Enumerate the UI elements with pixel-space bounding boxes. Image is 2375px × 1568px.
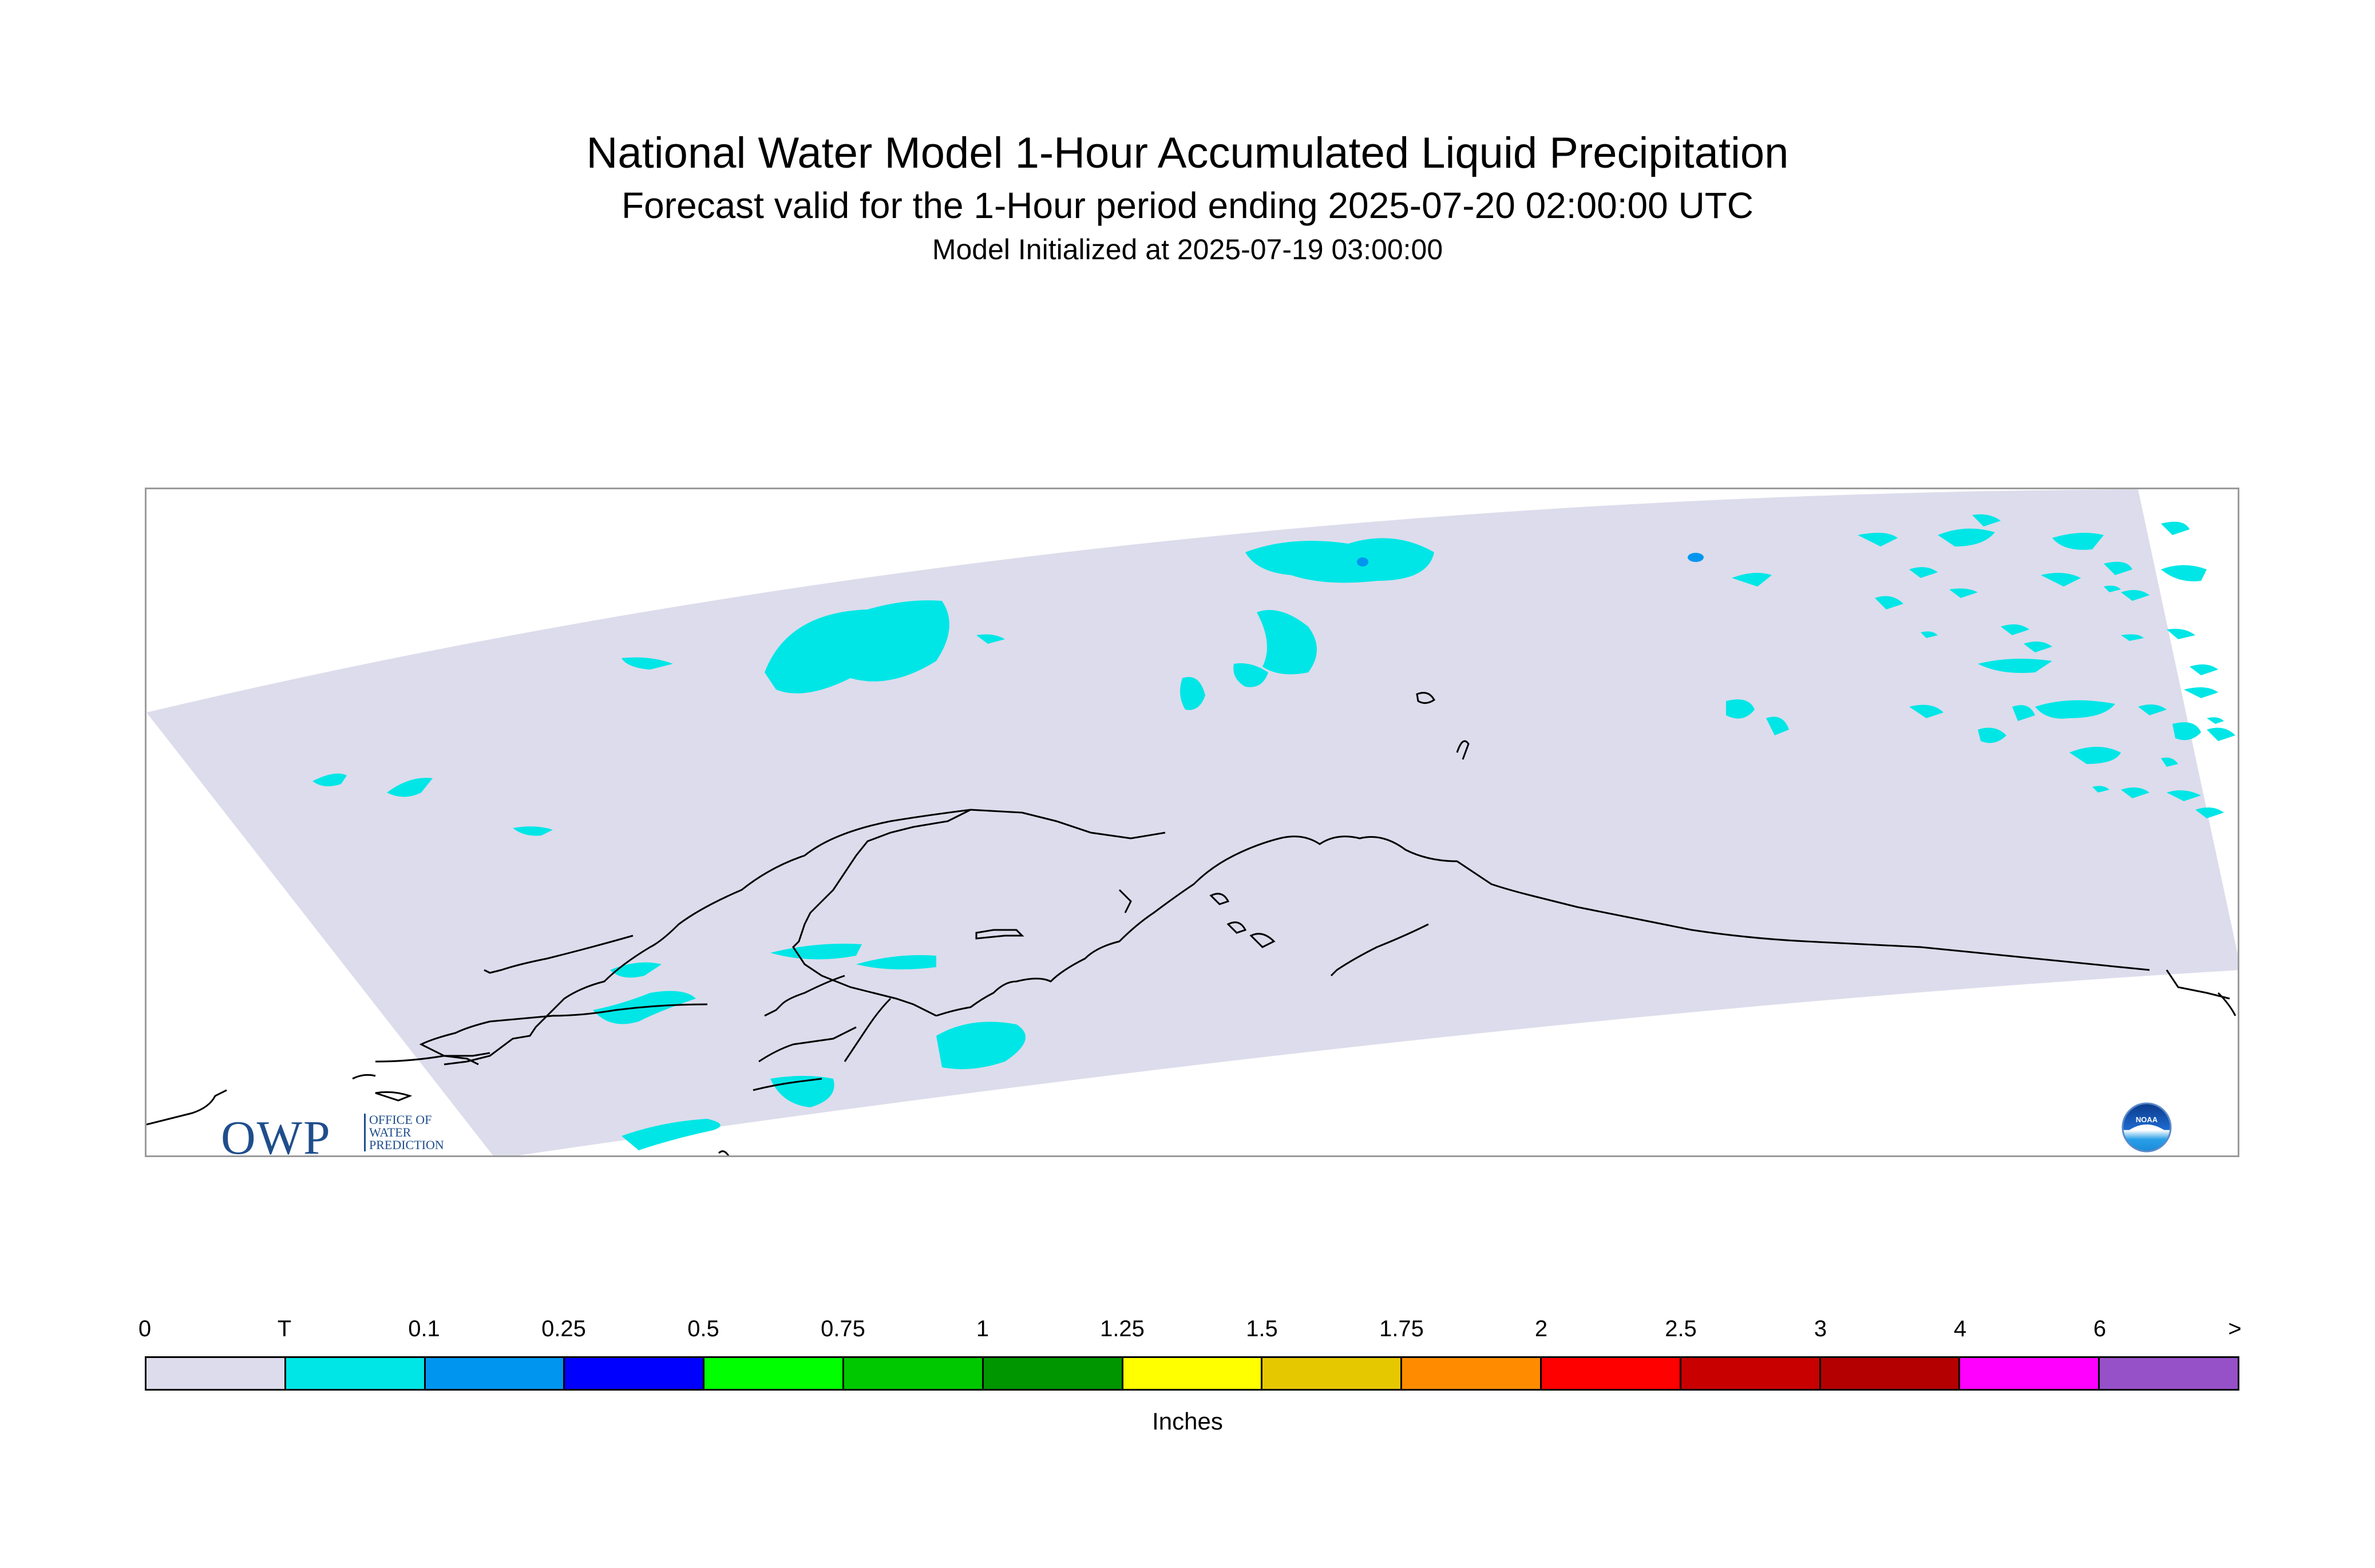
coastlines [147, 692, 2237, 1155]
legend-labels: 0 T 0.1 0.25 0.5 0.75 1 1.25 1.5 1.75 2 … [0, 1316, 2375, 1351]
legend-color-swatch [425, 1358, 565, 1389]
page-title: National Water Model 1-Hour Accumulated … [586, 129, 1789, 177]
legend-label: 6 [2093, 1316, 2107, 1341]
legend-label: 1.25 [1100, 1316, 1145, 1341]
legend-color-swatch [565, 1358, 705, 1389]
legend-label: 1 [976, 1316, 989, 1341]
legend-label: 0.25 [541, 1316, 586, 1341]
legend-units: Inches [1152, 1408, 1223, 1435]
legend-label: 0.1 [408, 1316, 440, 1341]
light-precipitation-areas [1357, 553, 1704, 567]
legend-label: > [2228, 1316, 2242, 1341]
legend-color-swatch [147, 1358, 286, 1389]
legend-color-swatch [1123, 1358, 1263, 1389]
owp-logo: OWP OFFICE OF WATER PREDICTION [221, 1110, 444, 1157]
legend-color-swatch [983, 1358, 1123, 1389]
model-init-line: Model Initialized at 2025-07-19 03:00:00 [932, 233, 1443, 266]
owp-logo-text: OFFICE OF WATER PREDICTION [364, 1114, 444, 1151]
trace-precipitation-areas [312, 514, 2235, 1150]
noaa-logo: NOAA [2121, 1102, 2172, 1153]
legend-label: 0 [138, 1316, 152, 1341]
map-canvas [147, 489, 2238, 1155]
title-block: National Water Model 1-Hour Accumulated … [0, 126, 2375, 269]
owp-logo-mark: OWP [221, 1111, 331, 1157]
legend-color-swatch [1262, 1358, 1403, 1389]
legend-label: T [277, 1316, 292, 1341]
legend-label: 0.5 [687, 1316, 719, 1341]
model-domain-area [147, 489, 2238, 1155]
legend-color-swatch [1960, 1358, 2100, 1389]
legend-color-swatch [1681, 1358, 1821, 1389]
color-scale-bar [145, 1356, 2239, 1391]
legend-color-swatch [844, 1358, 984, 1389]
precipitation-map: OWP OFFICE OF WATER PREDICTION NOAA [145, 488, 2239, 1157]
noaa-logo-text: NOAA [2136, 1115, 2158, 1124]
legend-label: 1.5 [1246, 1316, 1278, 1341]
forecast-valid-subtitle: Forecast valid for the 1-Hour period end… [621, 185, 1754, 226]
legend-color-swatch [704, 1358, 844, 1389]
legend-color-swatch [2100, 1358, 2238, 1389]
legend-label: 2.5 [1665, 1316, 1697, 1341]
legend-label: 2 [1534, 1316, 1548, 1341]
legend-label: 4 [1953, 1316, 1967, 1341]
legend-label: 0.75 [821, 1316, 865, 1341]
legend-color-swatch [286, 1358, 426, 1389]
legend-color-swatch [1402, 1358, 1542, 1389]
legend-label: 1.75 [1379, 1316, 1424, 1341]
legend-color-swatch [1541, 1358, 1681, 1389]
legend-label: 3 [1814, 1316, 1827, 1341]
legend-color-swatch [1820, 1358, 1961, 1389]
